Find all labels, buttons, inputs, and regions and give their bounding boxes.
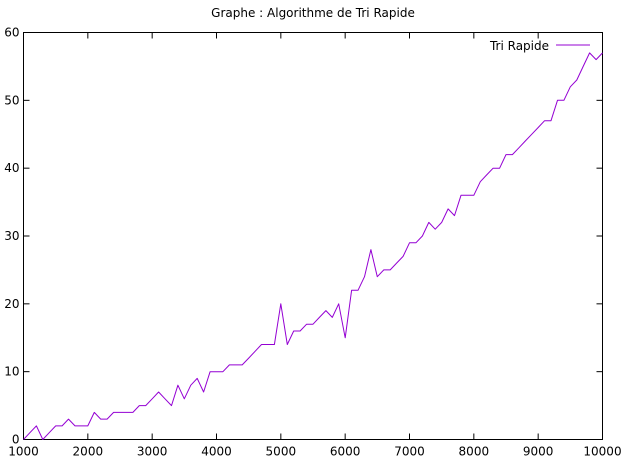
x-tick-label: 6000	[330, 445, 361, 459]
x-tick-label: 1000	[8, 445, 39, 459]
chart-title: Graphe : Algorithme de Tri Rapide	[211, 6, 415, 20]
x-tick-label: 3000	[137, 445, 168, 459]
x-axis: 1000 2000 3000 4000 5000 6000 7000 8000 9000 1000…	[8, 32, 622, 459]
y-tick-label: 0	[12, 433, 20, 447]
series-layer	[23, 52, 603, 440]
y-tick-label: 20	[4, 297, 19, 311]
legend-label-tri-rapide: Tri Rapide	[489, 39, 549, 53]
x-tick-label: 8000	[459, 445, 490, 459]
x-tick-label: 2000	[73, 445, 104, 459]
y-tick-label: 60	[4, 26, 19, 40]
legend: Tri Rapide	[489, 39, 590, 53]
y-axis: 0 10 20 30 40 50 60	[4, 26, 603, 447]
y-tick-label: 50	[4, 93, 19, 107]
x-tick-label: 10000	[583, 445, 621, 459]
x-tick-label: 5000	[266, 445, 297, 459]
x-tick-label: 7000	[394, 445, 425, 459]
plot-frame	[23, 32, 603, 440]
y-tick-label: 10	[4, 365, 19, 379]
y-tick-label: 40	[4, 161, 19, 175]
y-tick-label: 30	[4, 229, 19, 243]
x-tick-label: 9000	[523, 445, 554, 459]
x-tick-label: 4000	[201, 445, 232, 459]
series-line-tri-rapide	[23, 52, 603, 440]
